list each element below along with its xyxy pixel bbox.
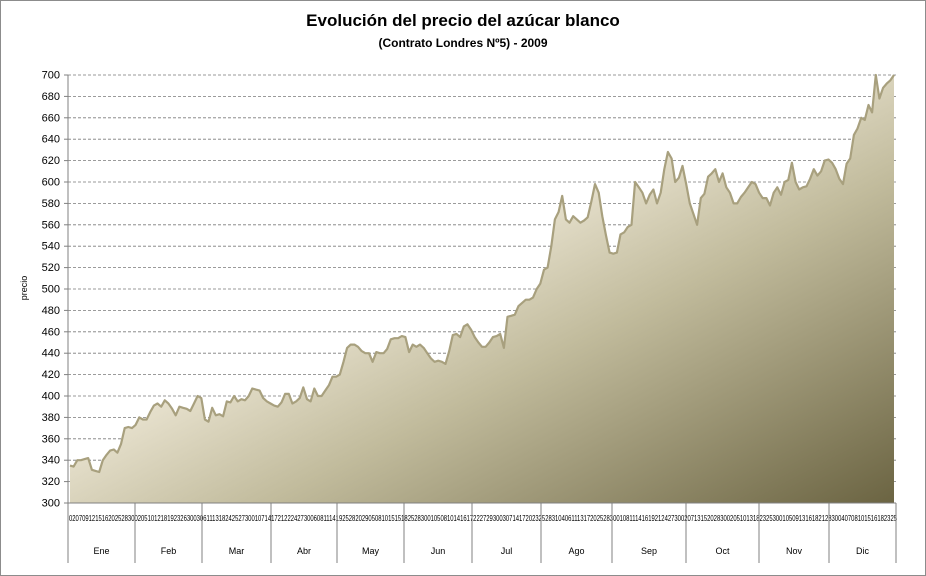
month-label: Feb [161,546,177,556]
month-label: Mar [229,546,245,556]
month-label: Sep [641,546,657,556]
y-tick-label: 700 [42,70,60,82]
y-tick-label: 660 [42,112,60,124]
series-line [69,73,895,474]
y-tick-label: 640 [42,134,60,146]
y-tick-label: 440 [42,348,60,360]
y-tick-label: 380 [42,412,60,424]
month-label: Nov [786,546,803,556]
y-tick-label: 520 [42,262,60,274]
y-tick-label: 300 [42,498,60,510]
month-label: Ene [93,546,109,556]
y-tick-label: 460 [42,326,60,338]
month-label: Dic [856,546,869,556]
y-tick-label: 600 [42,177,60,189]
y-tick-label: 680 [42,91,60,103]
y-tick-label: 500 [42,284,60,296]
month-label: Jul [501,546,513,556]
y-tick-label: 540 [42,241,60,253]
y-tick-label: 360 [42,433,60,445]
y-tick-label: 480 [42,305,60,317]
chart-title: Evolución del precio del azúcar blanco [306,11,620,30]
y-tick-label: 320 [42,476,60,488]
y-tick-labels: 300 320 340 360 380 400 420 440 460 480 500 520 540 5… [42,70,60,510]
y-tick-label: 420 [42,369,60,381]
month-label: Ago [568,546,584,556]
y-tick-label: 560 [42,219,60,231]
month-label: May [362,546,380,556]
y-tick-label: 400 [42,391,60,403]
chart-subtitle: (Contrato Londres Nº5) - 2009 [378,36,548,50]
y-tick-label: 580 [42,198,60,210]
month-label: Abr [297,546,311,556]
axes [64,74,896,504]
series-area [70,75,894,503]
x-day-labels: 0207091215162025283002051012181923263003… [69,513,897,523]
month-label: Jun [431,546,446,556]
month-labels: Ene Feb Mar Abr May Jun Jul Ago Sep Oct Nov Dic [67,503,897,563]
y-tick-label: 340 [42,455,60,467]
month-label: Oct [715,546,730,556]
y-tick-label: 620 [42,155,60,167]
